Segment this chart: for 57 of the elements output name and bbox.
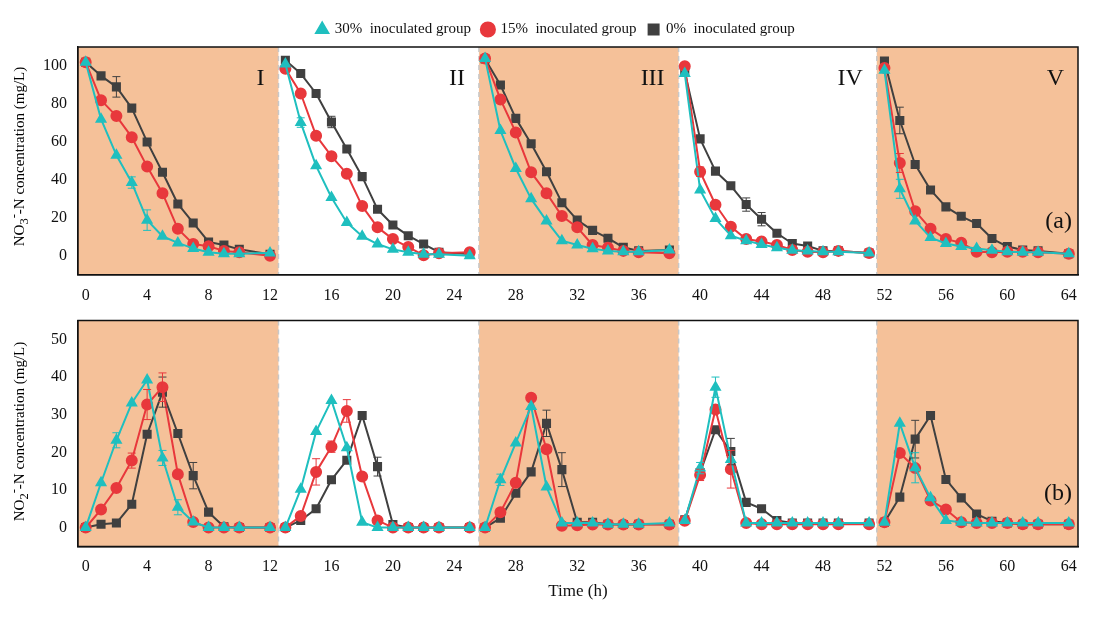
x-tick-label: 48: [815, 557, 832, 575]
annotation: IV: [837, 64, 864, 91]
x-tick-label: 20: [384, 285, 401, 303]
x-tick-label: 20: [384, 557, 401, 575]
annotation: (a): [1045, 207, 1072, 234]
x-tick-label: 4: [143, 557, 152, 575]
x-tick-label: 16: [323, 557, 340, 575]
y-tick-label: 30: [51, 404, 67, 422]
x-tick-label: 52: [876, 557, 893, 575]
x-tick-label: 24: [446, 557, 463, 575]
x-tick-label: 60: [999, 285, 1016, 303]
legend-label: 15% inoculated group: [500, 20, 637, 37]
x-tick-label: 52: [876, 285, 893, 303]
annotation: II: [448, 64, 465, 91]
x-tick-label: 0: [81, 557, 90, 575]
x-tick-label: 12: [262, 285, 279, 303]
x-tick-label: 56: [937, 285, 954, 303]
x-tick-label: 8: [204, 285, 213, 303]
x-tick-label: 32: [569, 557, 586, 575]
x-tick-label: 40: [692, 285, 709, 303]
x-tick-label: 36: [630, 557, 647, 575]
y-tick-label: 100: [43, 56, 67, 74]
y-tick-label: 50: [51, 329, 67, 347]
x-tick-label: 28: [507, 557, 524, 575]
y-tick-label: 20: [51, 442, 67, 460]
x-axis-title: Time (h): [548, 581, 608, 601]
annotation: (b): [1044, 479, 1072, 506]
x-tick-label: 24: [446, 285, 463, 303]
x-tick-label: 28: [507, 285, 524, 303]
x-tick-label: 48: [815, 285, 832, 303]
x-tick-label: 8: [204, 557, 213, 575]
x-tick-label: 16: [323, 285, 340, 303]
y-tick-label: 40: [51, 170, 67, 188]
legend-label: 0% inoculated group: [666, 20, 795, 37]
annotation: V: [1046, 64, 1065, 91]
x-tick-label: 0: [81, 285, 90, 303]
y-tick-label: 10: [51, 480, 67, 498]
x-tick-label: 36: [630, 285, 647, 303]
legend-label: 30% inoculated group: [334, 20, 471, 37]
annotation: III: [640, 64, 665, 91]
x-tick-label: 64: [1060, 285, 1077, 303]
y-tick-label: 0: [59, 517, 67, 535]
y-tick-label: 40: [51, 367, 67, 385]
x-tick-label: 4: [143, 285, 152, 303]
x-tick-label: 44: [753, 285, 770, 303]
x-tick-label: 56: [937, 557, 954, 575]
y-tick-label: 80: [51, 94, 67, 112]
x-tick-label: 64: [1060, 557, 1077, 575]
y-tick-label: 0: [59, 246, 67, 264]
x-tick-label: 32: [569, 285, 586, 303]
x-tick-label: 12: [262, 557, 279, 575]
y-tick-label: 60: [51, 132, 67, 150]
y-tick-label: 20: [51, 208, 67, 226]
x-tick-label: 44: [753, 557, 770, 575]
x-tick-label: 40: [692, 557, 709, 575]
annotation: I: [256, 64, 265, 91]
x-tick-label: 60: [999, 557, 1016, 575]
